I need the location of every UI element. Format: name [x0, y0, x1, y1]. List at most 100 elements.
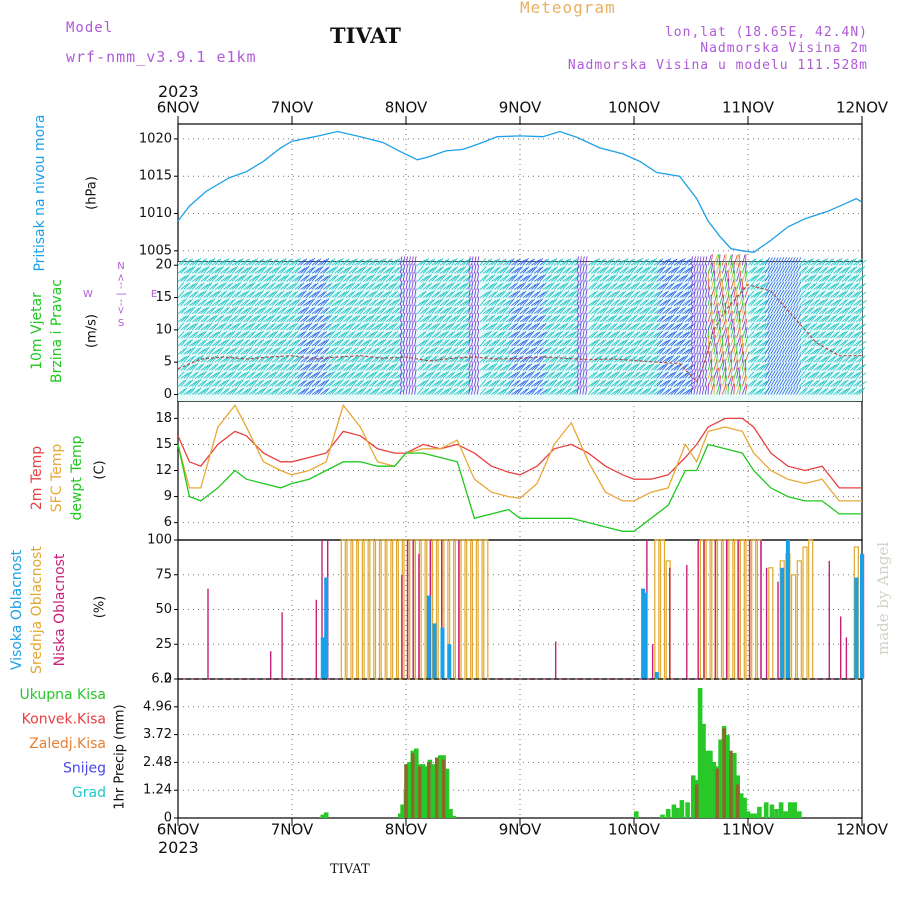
wind-barb [345, 259, 354, 266]
wind-barb [779, 386, 785, 395]
wind-barb [665, 338, 672, 347]
wind-barb [311, 291, 319, 298]
wind-barb [747, 363, 755, 371]
wind-barb [702, 272, 705, 282]
total-precip-bar [691, 775, 696, 818]
wind-barb [733, 383, 736, 395]
wind-barb [180, 292, 189, 298]
wind-barb [750, 315, 758, 323]
high-cloud-bar [320, 637, 325, 679]
wind-barb [277, 299, 285, 306]
wind-barb [220, 363, 227, 371]
wind-barb [616, 283, 624, 290]
wind-barb [790, 297, 796, 306]
wind-barb [628, 347, 636, 355]
wind-barb [488, 331, 496, 339]
wind-barb [263, 299, 271, 306]
wind-barb [608, 257, 615, 266]
wind-barb [799, 283, 807, 290]
wind-barb [787, 321, 793, 331]
wind-barb [388, 340, 397, 347]
year-top: 2023 [158, 82, 199, 101]
wind-barb [462, 282, 470, 290]
wind-barb [813, 347, 821, 355]
wind-barb [186, 330, 193, 339]
wind-barb [237, 323, 246, 331]
wind-barb [194, 275, 202, 282]
wind-barb [736, 367, 740, 379]
wind-barb [402, 304, 406, 314]
wind-barb [650, 387, 658, 395]
wind-barb [177, 290, 185, 298]
wind-barb [189, 274, 196, 282]
wind-barb [696, 337, 699, 347]
wind-barb [308, 298, 316, 306]
cloud-title-mid: Srednja Oblacnost [29, 546, 45, 674]
wind-barb [622, 323, 630, 331]
wind-barb [200, 388, 208, 395]
wind-barb [653, 348, 662, 355]
wind-barb [331, 346, 338, 355]
wind-barb [750, 266, 758, 274]
wind-barb [593, 283, 602, 290]
wind-barb [699, 361, 702, 371]
wind-barb [531, 363, 539, 371]
wind-barb [439, 371, 448, 379]
wind-barb [388, 372, 397, 379]
wind-barb [824, 323, 832, 331]
wind-barb [673, 266, 680, 274]
wind-barb [667, 308, 676, 315]
wind-barb [853, 308, 862, 315]
wind-barb [602, 306, 609, 314]
wind-barb [590, 267, 599, 274]
wind-barb [308, 275, 316, 282]
wind-barb [750, 283, 759, 290]
wind-barb [328, 364, 337, 371]
wind-barb [724, 318, 728, 330]
wind-barb [380, 315, 388, 323]
wind-barb [516, 380, 525, 387]
wind-barb [645, 331, 653, 339]
wind-barb [414, 256, 417, 266]
wind-barb [317, 306, 324, 314]
wind-barb [457, 356, 465, 363]
wind-barb [445, 323, 453, 331]
wind-barb [351, 355, 359, 363]
wind-barb [457, 258, 464, 266]
wind-barb [628, 266, 636, 274]
wind-barb [710, 302, 713, 314]
wind-barb [191, 339, 200, 347]
wind-barb [682, 274, 689, 282]
wind-barb [360, 372, 368, 379]
wind-barb [448, 339, 456, 347]
wind-barb [750, 332, 759, 339]
wind-barb [522, 372, 531, 379]
wind-barb [465, 338, 472, 347]
wind-barb [588, 259, 597, 266]
wind-barb [189, 283, 197, 290]
wind-barb [764, 273, 770, 282]
wind-barb [305, 290, 313, 298]
wind-barb [702, 345, 705, 355]
wind-barb [286, 364, 294, 371]
wind-barb [841, 307, 849, 315]
wind-barb [362, 363, 370, 371]
wind-barb [733, 351, 737, 363]
wind-barb [804, 363, 812, 371]
wind-barb [844, 266, 851, 274]
wind-barb [622, 372, 631, 379]
wind-barb [670, 315, 679, 323]
wind-barb [382, 389, 391, 395]
wind-barb [804, 331, 812, 339]
wind-barb [779, 370, 785, 379]
wind-barb [613, 275, 622, 282]
wind-barb [596, 308, 605, 315]
wind-barb [399, 369, 403, 379]
wind-barb [810, 267, 819, 274]
wind-barb [565, 275, 573, 282]
wind-barb [194, 372, 203, 379]
wind-barb [533, 371, 541, 379]
wind-barb [850, 372, 859, 379]
wind-barb [781, 297, 788, 306]
wind-barb [323, 315, 331, 323]
